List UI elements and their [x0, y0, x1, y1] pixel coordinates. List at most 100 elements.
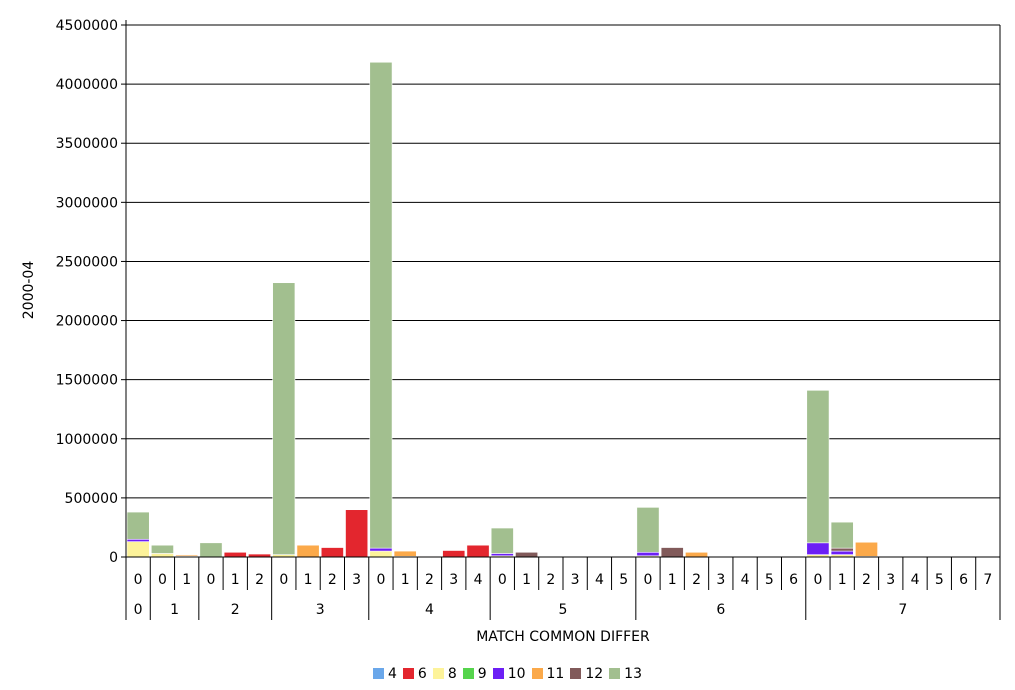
bar-segment-series-10 — [636, 551, 660, 557]
bars — [126, 61, 903, 558]
bar-segment-series-6 — [320, 547, 344, 558]
bar-segment-series-10 — [126, 538, 150, 542]
y-tick-label: 3500000 — [56, 136, 118, 152]
bar-segment-series-6 — [223, 551, 247, 558]
x-tick-label-common: 3 — [449, 572, 458, 588]
x-tick-label-common: 1 — [522, 572, 531, 588]
bar-segment-series-8 — [150, 553, 174, 558]
bar-segment-series-13 — [150, 544, 174, 554]
legend: 4 6 8 9 10 11 12 13 — [0, 666, 1015, 682]
y-tick-label: 1500000 — [56, 373, 118, 389]
bar-segment-series-13 — [830, 521, 854, 549]
bar-segment-series-11 — [418, 555, 441, 557]
y-tick-label: 1000000 — [56, 432, 118, 448]
x-tick-label-match: 4 — [425, 602, 434, 618]
x-tick-label-common: 4 — [595, 572, 604, 588]
x-tick-label-common: 3 — [571, 572, 580, 588]
y-tick-label: 3000000 — [56, 195, 118, 211]
x-tick-label-common: 0 — [376, 572, 385, 588]
legend-label: 8 — [447, 666, 457, 682]
x-tick-label-common: 0 — [813, 572, 822, 588]
x-tick-label-common: 1 — [304, 572, 313, 588]
legend-swatch — [570, 668, 582, 679]
bar-segment-series-11 — [175, 554, 199, 557]
legend-item-13: 13 — [609, 666, 642, 682]
bar-segment-series-8 — [126, 541, 150, 558]
x-tick-label-common: 4 — [474, 572, 483, 588]
x-tick-label-common: 0 — [498, 572, 507, 588]
legend-label: 12 — [585, 666, 604, 682]
legend-item-8: 8 — [432, 666, 457, 682]
bar-segment-series-10 — [369, 547, 393, 552]
bar-segment-series-13 — [636, 507, 660, 553]
x-tick-label-common: 3 — [352, 572, 361, 588]
bar-segment-series-11 — [296, 544, 320, 558]
y-tick-label: 2000000 — [56, 314, 118, 330]
bar-segment-series-6 — [466, 544, 490, 558]
bar-segment-series-6 — [442, 550, 466, 558]
x-tick-label-match: 3 — [316, 602, 325, 618]
x-tick-label-common: 7 — [983, 572, 992, 588]
x-tick-label-common: 5 — [935, 572, 944, 588]
x-axis-title: MATCH COMMON DIFFER — [476, 629, 650, 645]
x-tick-label-common: 0 — [134, 572, 143, 588]
x-tick-label-common: 2 — [862, 572, 871, 588]
y-tick-label: 0 — [109, 550, 118, 566]
x-axis: 0 0 1 0 1 2 0 1 2 3 0 1 2 3 4 0 1 2 3 4 5 0 1 2 3 4 5 6 0 1 2 3 4 5 6 70 1 2 3… — [134, 557, 1001, 620]
legend-item-10: 10 — [492, 666, 526, 682]
bar-segment-series-11 — [855, 541, 878, 557]
bar-segment-series-12 — [515, 551, 539, 558]
x-tick-label-common: 0 — [158, 572, 167, 588]
x-tick-label-common: 5 — [765, 572, 774, 588]
x-tick-label-common: 6 — [959, 572, 968, 588]
x-tick-label-common: 1 — [182, 572, 191, 588]
x-tick-label-common: 2 — [328, 572, 337, 588]
bar-segment-series-11 — [393, 550, 417, 557]
chart: 0500000100000015000002000000250000030000… — [21, 18, 1001, 645]
bar-segment-series-13 — [490, 527, 514, 554]
bar-segment-series-13 — [369, 61, 393, 549]
bar-segment-series-6 — [345, 509, 369, 558]
legend-label: 10 — [507, 666, 526, 682]
gridlines — [126, 24, 1000, 499]
x-tick-label-match: 1 — [170, 602, 179, 618]
x-tick-label-common: 4 — [911, 572, 920, 588]
bar-segment-series-13 — [272, 282, 296, 555]
x-tick-label-common: 6 — [789, 572, 798, 588]
legend-item-6: 6 — [402, 666, 427, 682]
bar-segment-series-12 — [830, 547, 854, 552]
bar-segment-series-10 — [830, 550, 854, 555]
legend-item-9: 9 — [462, 666, 487, 682]
legend-item-4: 4 — [373, 666, 397, 682]
x-tick-label-common: 1 — [401, 572, 410, 588]
x-tick-label-common: 3 — [716, 572, 725, 588]
legend-label: 13 — [624, 666, 642, 682]
legend-swatch — [432, 668, 444, 679]
x-tick-label-common: 0 — [644, 572, 653, 588]
x-tick-label-common: 5 — [619, 572, 628, 588]
legend-swatch — [373, 668, 384, 679]
legend-swatch — [531, 668, 543, 679]
y-tick-label: 4000000 — [56, 77, 118, 93]
legend-swatch — [462, 668, 474, 679]
x-tick-label-common: 2 — [692, 572, 701, 588]
legend-item-12: 12 — [570, 666, 603, 682]
legend-label: 4 — [388, 666, 397, 682]
x-tick-label-common: 0 — [207, 572, 216, 588]
legend-swatch — [609, 668, 621, 679]
legend-swatch — [492, 668, 504, 679]
x-tick-label-match: 2 — [231, 602, 240, 618]
x-tick-label-common: 1 — [668, 572, 677, 588]
y-axis-title: 2000-04 — [21, 261, 37, 320]
legend-label: 6 — [417, 666, 427, 682]
legend-label: 11 — [546, 666, 565, 682]
bar-segment-series-13 — [199, 542, 223, 558]
x-tick-label-common: 4 — [741, 572, 750, 588]
y-tick-label: 2500000 — [56, 254, 118, 270]
x-tick-label-match: 0 — [134, 602, 143, 618]
legend-label: 9 — [477, 666, 487, 682]
x-tick-label-common: 1 — [838, 572, 847, 588]
bar-segment-series-10 — [806, 542, 830, 555]
x-tick-label-match: 5 — [559, 602, 568, 618]
x-tick-label-common: 2 — [425, 572, 434, 588]
